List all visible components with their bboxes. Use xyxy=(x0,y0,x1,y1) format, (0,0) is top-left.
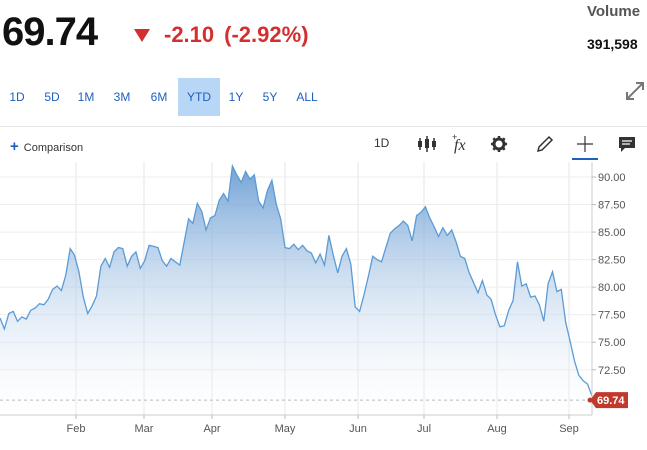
comment-icon[interactable] xyxy=(616,133,638,155)
y-tick-label-3: 82.50 xyxy=(598,255,626,267)
down-arrow-icon xyxy=(134,28,150,42)
range-tab-1y[interactable]: 1Y xyxy=(228,90,244,104)
x-tick-label-1: Mar xyxy=(135,423,154,435)
last-price: 69.74 xyxy=(2,10,98,54)
interval-button[interactable]: 1D xyxy=(374,136,390,150)
gear-icon[interactable] xyxy=(488,133,510,155)
range-tab-all[interactable]: ALL xyxy=(296,90,318,104)
y-tick-label-4: 80.00 xyxy=(598,282,626,294)
x-tick-label-5: Jul xyxy=(417,423,431,435)
pencil-icon[interactable] xyxy=(534,133,556,155)
x-axis: Feb Mar Apr May Jun Jul Aug Sep xyxy=(67,415,579,435)
range-tab-1d[interactable]: 1D xyxy=(9,90,25,104)
price-header: 69.74 -2.10 (-2.92%) Volume 391,598 xyxy=(0,3,647,60)
range-tab-5d[interactable]: 5D xyxy=(44,90,60,104)
comparison-label: Comparison xyxy=(23,142,84,154)
last-price-label-bg xyxy=(590,392,628,409)
price-change: -2.10 (-2.92%) xyxy=(134,22,309,48)
x-tick-label-7: Sep xyxy=(559,423,579,435)
x-tick-label-2: Apr xyxy=(203,423,220,435)
range-tab-5y[interactable]: 5Y xyxy=(262,90,278,104)
y-tick-label-6: 75.00 xyxy=(598,337,626,349)
price-area xyxy=(0,166,592,415)
change-value: -2.10 xyxy=(164,22,215,47)
range-tab-ytd[interactable]: YTD xyxy=(178,78,220,116)
y-tick-label-1: 87.50 xyxy=(598,200,626,212)
y-axis: 90.00 87.50 85.00 82.50 80.00 77.50 75.00 72.50 xyxy=(592,172,626,377)
function-icon[interactable]: fx + xyxy=(452,133,474,155)
last-price-dot xyxy=(587,397,593,403)
svg-text:fx: fx xyxy=(454,137,466,154)
comparison-button[interactable]: + Comparison xyxy=(10,138,83,155)
candlestick-icon[interactable] xyxy=(416,133,438,155)
last-price-label: 69.74 xyxy=(597,395,625,407)
y-tick-label-5: 77.50 xyxy=(598,310,626,322)
range-tab-3m[interactable]: 3M xyxy=(113,90,131,104)
range-tab-6m[interactable]: 6M xyxy=(150,90,168,104)
x-tick-label-0: Feb xyxy=(67,423,86,435)
range-tab-1m[interactable]: 1M xyxy=(77,90,95,104)
expand-icon[interactable] xyxy=(624,80,646,102)
price-chart[interactable]: 90.00 87.50 85.00 82.50 80.00 77.50 75.00 72.50… xyxy=(0,160,647,450)
change-percent: (-2.92%) xyxy=(224,22,309,47)
crosshair-active-indicator xyxy=(572,158,598,160)
price-line xyxy=(0,163,593,397)
x-tick-label-4: Jun xyxy=(349,423,367,435)
x-tick-label-3: May xyxy=(275,423,296,435)
plus-icon: + xyxy=(10,138,19,155)
volume-value: 391,598 xyxy=(587,36,638,52)
y-tick-label-0: 90.00 xyxy=(598,172,626,184)
svg-text:+: + xyxy=(452,133,457,142)
x-tick-label-6: Aug xyxy=(487,423,507,435)
y-tick-label-2: 85.00 xyxy=(598,227,626,239)
range-tabs: 1D 5D 1M 3M 6M YTD 1Y 5Y ALL xyxy=(0,78,360,116)
volume-label: Volume xyxy=(587,3,641,20)
chart-toolbar: + Comparison 1D fx + xyxy=(0,130,647,160)
last-price-marker: 69.74 xyxy=(587,392,628,409)
toolbar-divider xyxy=(0,126,647,127)
crosshair-icon[interactable] xyxy=(574,133,596,155)
y-tick-label-7: 72.50 xyxy=(598,365,626,377)
